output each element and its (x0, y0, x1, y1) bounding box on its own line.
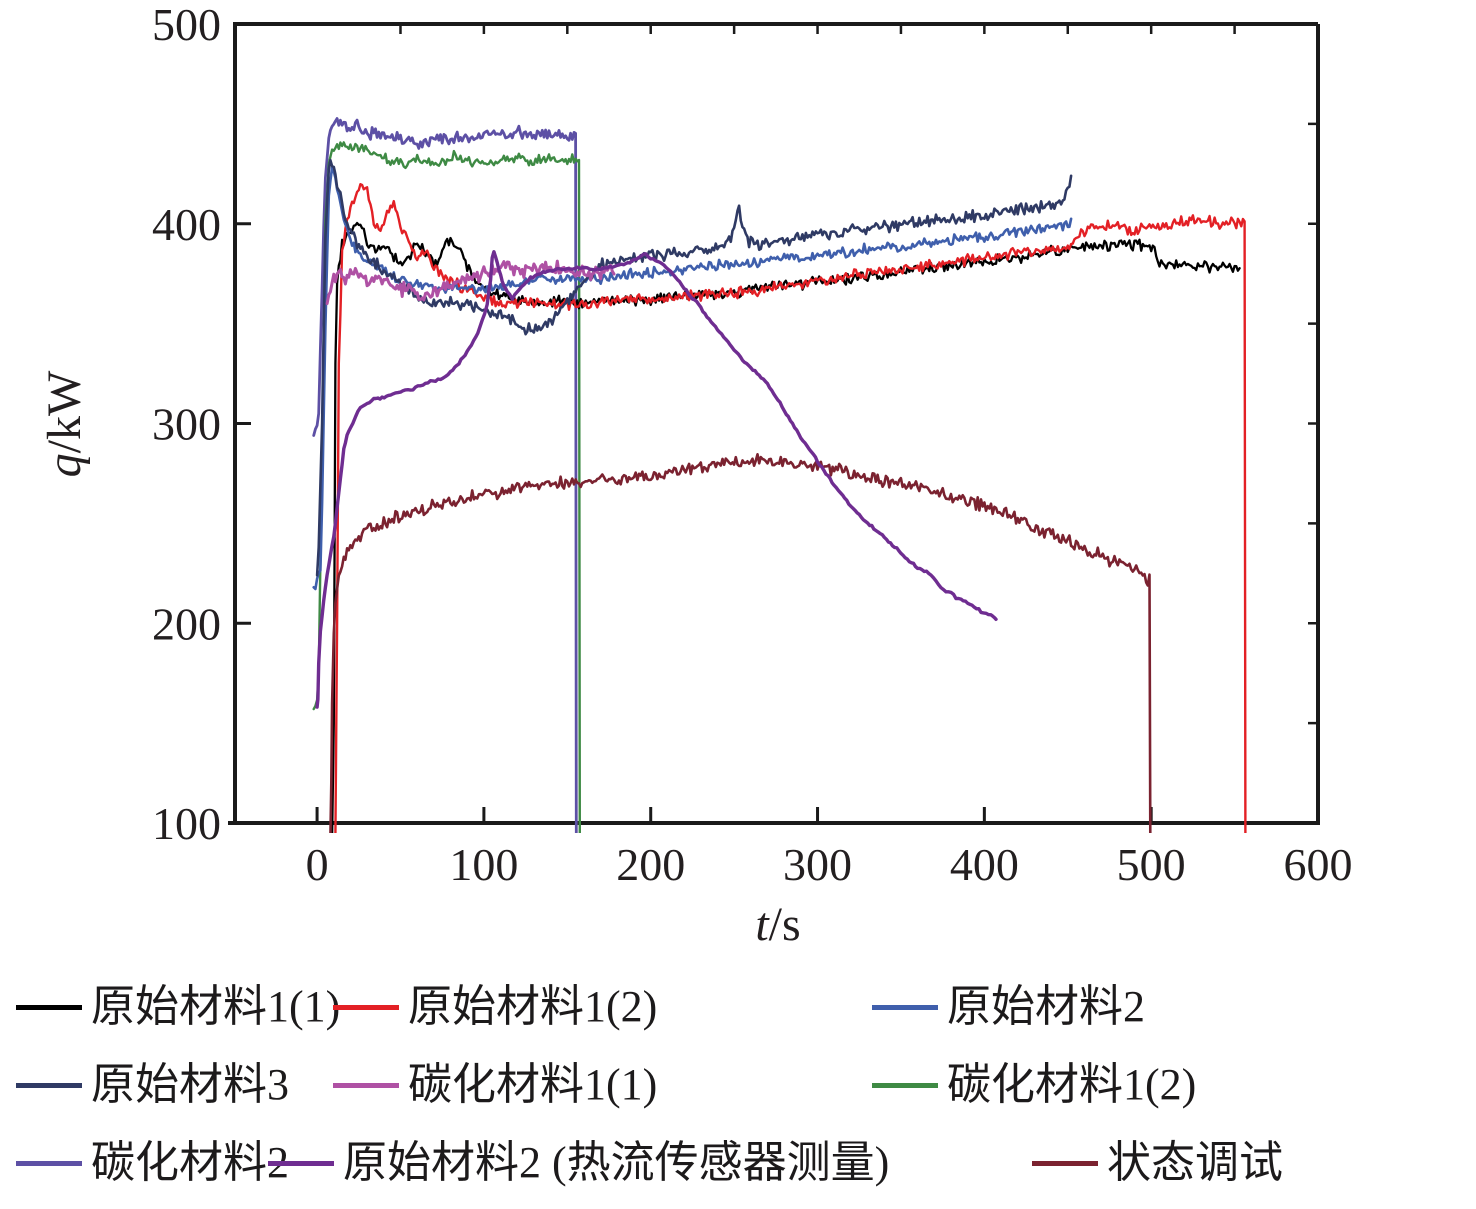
y-tick-label: 300 (152, 399, 221, 450)
legend-item: 碳化材料1(1) (333, 1057, 657, 1113)
legend-item: 原始材料2 (872, 979, 1145, 1035)
legend-label: 原始材料1(1) (91, 982, 341, 1031)
legend-label: 碳化材料2 (91, 1138, 289, 1187)
x-tick-label: 300 (783, 839, 852, 890)
legend-label: 原始材料1(2) (408, 982, 658, 1031)
legend-item: 碳化材料1(2) (872, 1057, 1196, 1113)
y-tick-label: 500 (152, 0, 221, 50)
legend-line-swatch (333, 1082, 399, 1088)
x-tick-label: 100 (449, 839, 518, 890)
series-line-maroon (329, 453, 1152, 833)
legend-item: 原始材料3 (16, 1057, 289, 1113)
legend-line-swatch (268, 1160, 334, 1166)
legend-label: 原始材料2 (热流传感器测量) (343, 1138, 890, 1187)
legend-item: 碳化材料2 (16, 1135, 289, 1191)
legend-label: 原始材料3 (91, 1060, 289, 1109)
y-tick-label: 200 (152, 598, 221, 649)
legend-label: 碳化材料1(2) (947, 1060, 1197, 1109)
legend-line-swatch (16, 1004, 82, 1010)
y-axis-title: q/kW (38, 370, 91, 477)
legend-line-swatch (333, 1004, 399, 1010)
legend-label: 状态调试 (1107, 1138, 1283, 1187)
legend-line-swatch (872, 1004, 938, 1010)
legend-item: 状态调试 (1032, 1135, 1283, 1191)
legend-line-swatch (872, 1082, 938, 1088)
series-line-black (331, 221, 1241, 833)
x-tick-label: 200 (616, 839, 685, 890)
series-line-red (334, 183, 1247, 833)
legend-label: 碳化材料1(1) (408, 1060, 658, 1109)
y-tick-label: 400 (152, 199, 221, 250)
x-tick-label: 400 (950, 839, 1019, 890)
legend-item: 原始材料1(2) (333, 979, 657, 1035)
legend-label: 原始材料2 (947, 982, 1145, 1031)
x-tick-label: 0 (306, 839, 329, 890)
y-tick-label: 100 (152, 798, 221, 849)
x-tick-label: 600 (1284, 839, 1353, 890)
chart-canvas: 0 100 200 300 400 500 600 100 200 300 400 500 q/kW t/… (38, 0, 1353, 951)
legend-line-swatch (1032, 1160, 1098, 1166)
series-line-green (312, 141, 581, 833)
series-line-darkpurple (315, 250, 998, 709)
legend-line-swatch (16, 1082, 82, 1088)
series-line-magenta (325, 259, 616, 306)
legend-line-swatch (16, 1160, 82, 1166)
legend-item: 原始材料1(1) (16, 979, 340, 1035)
series-line-blue (312, 165, 1073, 591)
series-line-slate (312, 117, 578, 833)
series-line-navy (315, 158, 1073, 577)
x-tick-label: 500 (1117, 839, 1186, 890)
legend-item: 原始材料2 (热流传感器测量) (268, 1135, 889, 1191)
x-axis-title: t/s (755, 898, 800, 951)
